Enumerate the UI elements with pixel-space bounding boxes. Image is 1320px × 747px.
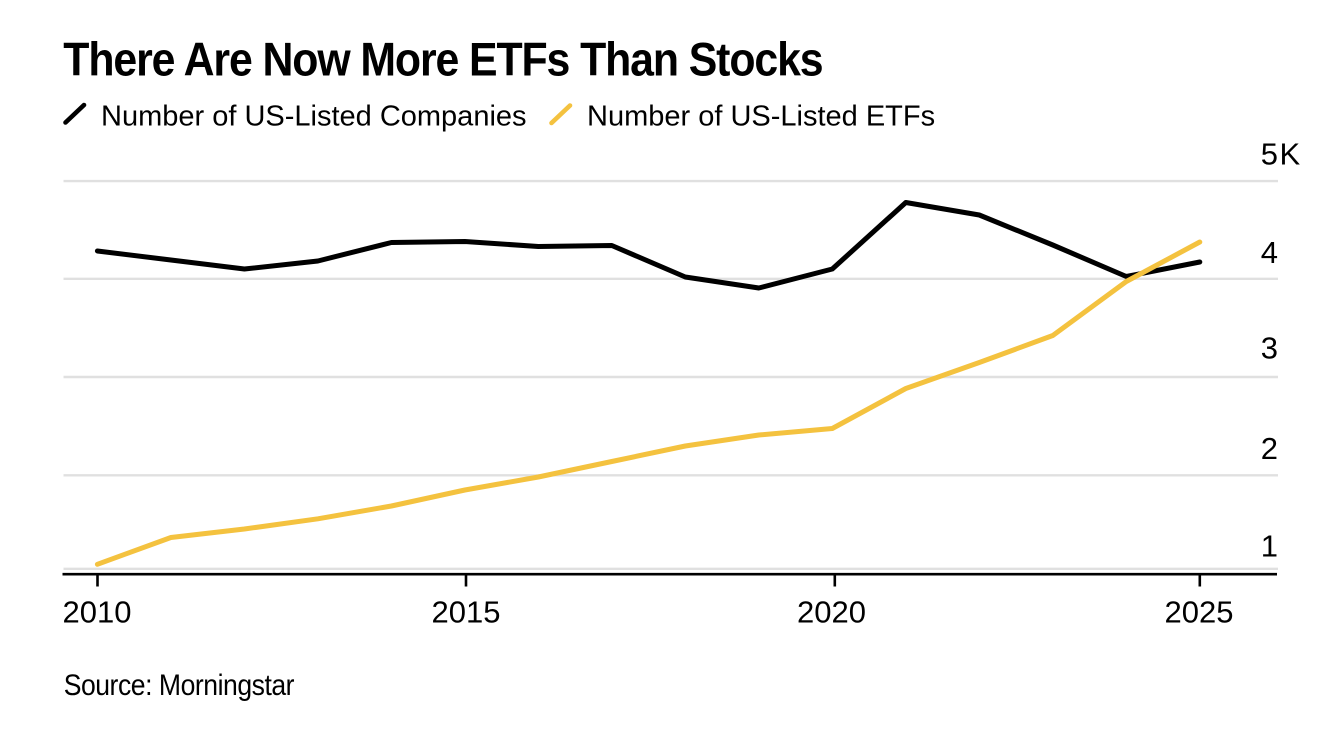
svg-text:2: 2 <box>1261 431 1278 466</box>
svg-text:1: 1 <box>1261 529 1278 564</box>
svg-text:K: K <box>1280 137 1301 172</box>
svg-text:4: 4 <box>1261 235 1278 270</box>
svg-text:3: 3 <box>1261 331 1278 366</box>
svg-text:Source: Morningstar: Source: Morningstar <box>64 669 294 702</box>
svg-text:Number of US-Listed Companies: Number of US-Listed Companies <box>101 100 527 132</box>
svg-text:2015: 2015 <box>432 595 501 630</box>
svg-text:2010: 2010 <box>63 595 132 630</box>
svg-text:There Are Now More ETFs Than S: There Are Now More ETFs Than Stocks <box>63 33 822 86</box>
svg-text:2025: 2025 <box>1165 595 1234 630</box>
svg-text:5: 5 <box>1261 137 1278 172</box>
svg-text:2020: 2020 <box>797 595 866 630</box>
svg-text:Number of US-Listed ETFs: Number of US-Listed ETFs <box>587 100 935 132</box>
